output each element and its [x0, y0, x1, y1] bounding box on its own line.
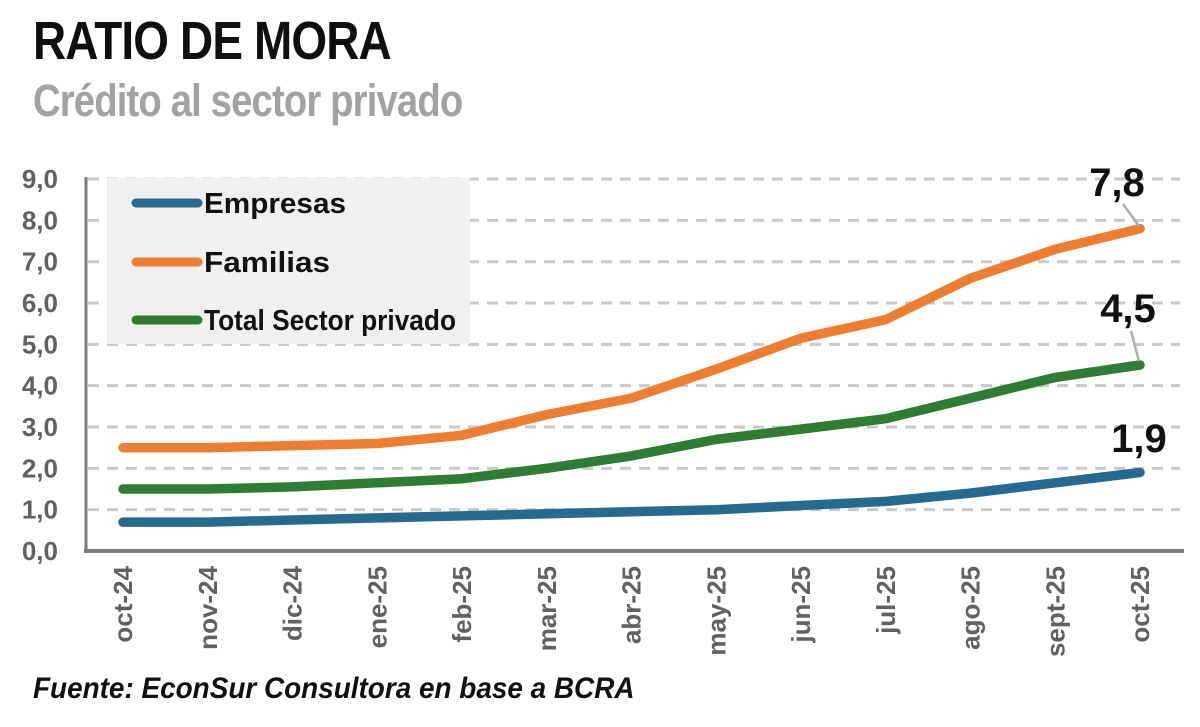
x-axis-tick-label: feb-25 [447, 566, 477, 643]
y-axis-tick-label: 2,0 [22, 453, 58, 483]
x-axis-tick-label: ene-25 [362, 566, 392, 648]
y-axis-tick-label: 0,0 [22, 536, 58, 566]
data-label-familias: 7,8 [1089, 161, 1145, 205]
legend-label-empresas: Empresas [204, 188, 346, 220]
x-axis-tick-label: jul-25 [871, 566, 901, 635]
series-line-familias [118, 223, 1145, 453]
x-axis-tick-label: oct-25 [1125, 566, 1155, 643]
y-axis-tick-label: 1,0 [22, 495, 58, 525]
data-label-empresas: 1,9 [1111, 417, 1167, 461]
legend-label-total-sector-privado: Total Sector privado [204, 305, 456, 337]
chart-title: RATIO DE MORA [33, 11, 392, 71]
y-axis-tick-label: 4,0 [22, 371, 58, 401]
x-axis-tick-label: mar-25 [532, 566, 562, 651]
data-label-leader [1121, 203, 1141, 227]
y-axis-tick-label: 3,0 [22, 412, 58, 442]
chart-subtitle: Crédito al sector privado [33, 75, 463, 127]
x-axis-tick-label: oct-24 [108, 565, 138, 642]
x-axis-tick-label: nov-24 [193, 565, 223, 649]
data-label-total-sector-privado: 4,5 [1100, 287, 1156, 331]
chart-header: RATIO DE MORA Crédito al sector privado [33, 11, 463, 127]
y-axis-tick-label: 9,0 [22, 164, 58, 194]
x-axis-tick-label: may-25 [701, 566, 731, 656]
y-axis-tick-label: 6,0 [22, 288, 58, 318]
series-line-total-sector-privado [118, 360, 1145, 494]
legend-label-familias: Familias [204, 247, 330, 279]
x-axis-tick-label: jun-25 [786, 566, 816, 644]
x-axis-tick-label: ago-25 [956, 566, 986, 650]
series-line-empresas [118, 467, 1145, 527]
y-axis-tick-label: 7,0 [22, 247, 58, 277]
y-axis-tick-label: 5,0 [22, 329, 58, 359]
data-label-leader [1129, 330, 1141, 362]
y-axis-tick-label: 8,0 [22, 205, 58, 235]
x-axis-tick-label: abr-25 [617, 566, 647, 644]
x-axis-tick-label: dic-24 [278, 565, 308, 641]
source-note: Fuente: EconSur Consultora en base a BCR… [33, 672, 635, 705]
x-axis-tick-label: sept-25 [1040, 566, 1070, 657]
